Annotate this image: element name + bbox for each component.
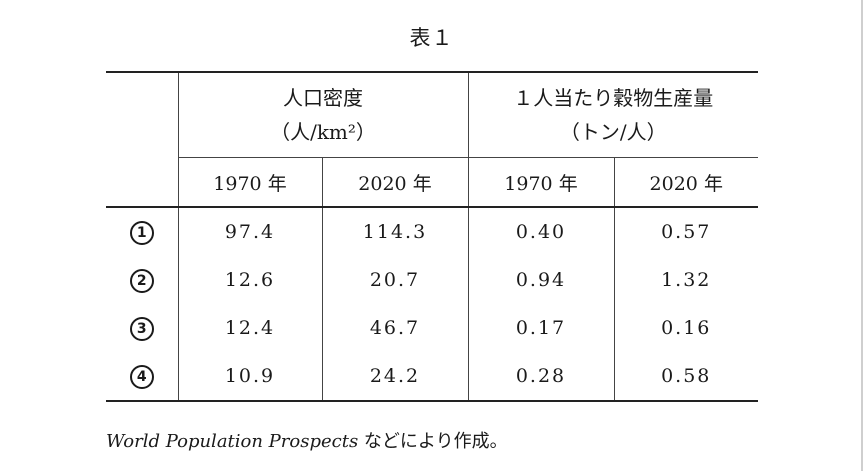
row-label: 3 bbox=[106, 304, 178, 352]
table-cell: 0.28 bbox=[467, 352, 614, 402]
row-label: 1 bbox=[106, 206, 178, 256]
table-row: 3 12.4 46.7 0.17 0.16 bbox=[106, 304, 758, 352]
year-header: 1970 年 bbox=[177, 157, 322, 207]
table-cell: 46.7 bbox=[321, 304, 468, 352]
stub-header bbox=[106, 71, 178, 207]
table-cell: 0.94 bbox=[467, 256, 614, 304]
header-grain-title: １人当たり穀物生産量 bbox=[513, 86, 714, 110]
table-row: 4 10.9 24.2 0.28 0.58 bbox=[106, 352, 758, 402]
table-cell: 12.6 bbox=[177, 256, 322, 304]
table-cell: 0.40 bbox=[467, 206, 614, 256]
table-cell: 97.4 bbox=[177, 206, 322, 256]
circled-number: 2 bbox=[129, 268, 154, 293]
table-cell: 1.32 bbox=[613, 256, 758, 304]
year-header: 1970 年 bbox=[467, 157, 614, 207]
header-grain-production: １人当たり穀物生産量 （トン/人） bbox=[467, 71, 758, 158]
frame-edge bbox=[861, 0, 863, 471]
header-population-density: 人口密度 （人/km²） bbox=[177, 71, 468, 158]
data-table: 人口密度 （人/km²） １人当たり穀物生産量 （トン/人） 1970 年 20… bbox=[106, 71, 758, 402]
table-cell: 12.4 bbox=[177, 304, 322, 352]
source-suffix: などにより作成。 bbox=[358, 431, 508, 452]
table-cell: 0.58 bbox=[613, 352, 758, 402]
circled-number: 3 bbox=[129, 316, 154, 341]
year-header: 2020 年 bbox=[321, 157, 468, 207]
table-row: 2 12.6 20.7 0.94 1.32 bbox=[106, 256, 758, 304]
table-cell: 0.16 bbox=[613, 304, 758, 352]
circled-number: 1 bbox=[129, 220, 154, 245]
row-label: 2 bbox=[106, 256, 178, 304]
source-note: World Population Prospects などにより作成。 bbox=[106, 427, 508, 453]
row-label: 4 bbox=[106, 352, 178, 402]
table-cell: 0.57 bbox=[613, 206, 758, 256]
header-density-unit: （人/km²） bbox=[270, 120, 376, 144]
header-grain-unit: （トン/人） bbox=[559, 120, 667, 144]
table-cell: 0.17 bbox=[467, 304, 614, 352]
table-row: 1 97.4 114.3 0.40 0.57 bbox=[106, 206, 758, 256]
header-density-title: 人口密度 bbox=[283, 86, 363, 110]
table-title: 表１ bbox=[409, 26, 454, 50]
circled-number: 4 bbox=[129, 364, 154, 389]
table-cell: 24.2 bbox=[321, 352, 468, 402]
source-title: World Population Prospects bbox=[106, 431, 359, 452]
table-cell: 20.7 bbox=[321, 256, 468, 304]
table-cell: 10.9 bbox=[177, 352, 322, 402]
table-cell: 114.3 bbox=[321, 206, 468, 256]
year-header: 2020 年 bbox=[613, 157, 758, 207]
